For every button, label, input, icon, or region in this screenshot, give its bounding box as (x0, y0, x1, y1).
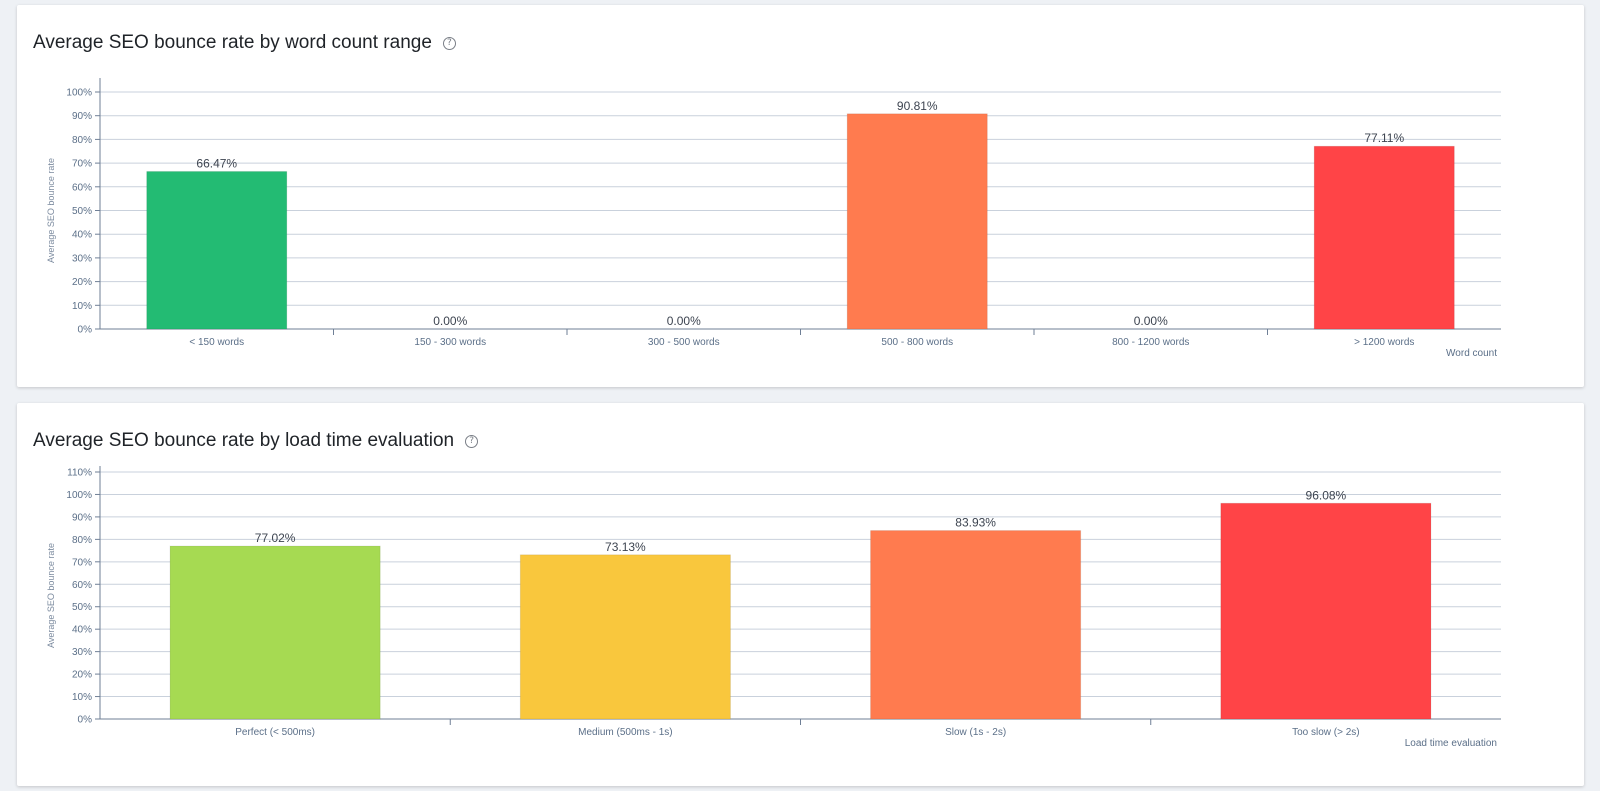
y-tick-label: 100% (66, 88, 92, 99)
y-tick-label: 60% (72, 182, 92, 193)
y-tick-label: 90% (72, 111, 92, 122)
x-category-label: Medium (500ms - 1s) (578, 727, 672, 738)
y-tick-label: 40% (72, 625, 92, 636)
y-tick-label: 20% (72, 277, 92, 288)
y-tick-label: 10% (72, 692, 92, 703)
bar (1220, 502, 1432, 720)
bar-value-label: 90.81% (897, 99, 938, 113)
chart-title-text: Average SEO bounce rate by load time eva… (33, 430, 455, 451)
bar-value-label: 0.00% (433, 314, 467, 328)
bar (846, 113, 988, 330)
bar (169, 545, 381, 720)
x-category-label: > 1200 words (1354, 337, 1414, 348)
help-circle-icon[interactable]: ? (465, 434, 479, 448)
x-category-label: Too slow (> 2s) (1292, 727, 1360, 738)
chart-title: Average SEO bounce rate by load time eva… (33, 430, 479, 452)
help-circle-icon[interactable]: ? (442, 36, 456, 50)
y-tick-label: 70% (72, 159, 92, 170)
y-axis-title: Average SEO bounce rate (46, 158, 56, 263)
y-tick-label: 30% (72, 647, 92, 658)
y-tick-label: 70% (72, 557, 92, 568)
x-category-label: Perfect (< 500ms) (235, 727, 315, 738)
word-count-chart-card: Average SEO bounce rate by word count ra… (17, 5, 1584, 387)
x-category-label: 150 - 300 words (414, 337, 486, 348)
bar-value-label: 66.47% (196, 156, 237, 170)
chart-title-text: Average SEO bounce rate by word count ra… (33, 32, 432, 53)
chart-title: Average SEO bounce rate by word count ra… (33, 32, 456, 54)
y-tick-label: 50% (72, 206, 92, 217)
y-tick-label: 50% (72, 602, 92, 613)
word-count-bar-chart: 0% 10% 20% 30% 40% 50% 60% 70% 80% 90% 100% 66.47% <… (46, 78, 1501, 359)
x-category-label: < 150 words (189, 337, 244, 348)
y-tick-label: 40% (72, 230, 92, 241)
y-tick-label: 60% (72, 580, 92, 591)
bar-value-label: 77.11% (1364, 131, 1404, 145)
y-tick-label: 0% (78, 325, 93, 336)
load-time-chart-card: Average SEO bounce rate by load time eva… (17, 403, 1584, 786)
y-tick-label: 100% (66, 490, 92, 501)
x-category-label: Slow (1s - 2s) (945, 727, 1006, 738)
bar-value-label: 83.93% (955, 516, 996, 530)
y-tick-label: 80% (72, 135, 92, 146)
x-axis-title: Load time evaluation (1405, 738, 1497, 749)
y-axis-title: Average SEO bounce rate (46, 543, 56, 648)
x-category-label: 500 - 800 words (881, 337, 953, 348)
bar (1313, 145, 1455, 330)
bar-value-label: 73.13% (605, 540, 646, 554)
x-axis-title: Word count (1446, 348, 1497, 359)
bar-value-label: 0.00% (1134, 314, 1168, 328)
x-category-label: 300 - 500 words (648, 337, 720, 348)
x-category-label: 800 - 1200 words (1112, 337, 1189, 348)
bar (870, 530, 1082, 720)
bar-value-label: 0.00% (667, 314, 701, 328)
y-tick-label: 80% (72, 535, 92, 546)
y-tick-label: 90% (72, 512, 92, 523)
bar (146, 170, 288, 330)
bar-value-label: 96.08% (1306, 488, 1347, 502)
y-tick-label: 110% (67, 468, 92, 479)
bar (519, 554, 731, 720)
y-tick-label: 0% (78, 715, 93, 726)
y-tick-label: 30% (72, 253, 92, 264)
load-time-bar-chart: 0% 10% 20% 30% 40% 50% 60% 70% 80% 90% 100% 110% 77.… (46, 466, 1501, 749)
bar-value-label: 77.02% (255, 531, 296, 545)
y-tick-label: 10% (72, 301, 92, 312)
y-tick-label: 20% (72, 670, 92, 681)
